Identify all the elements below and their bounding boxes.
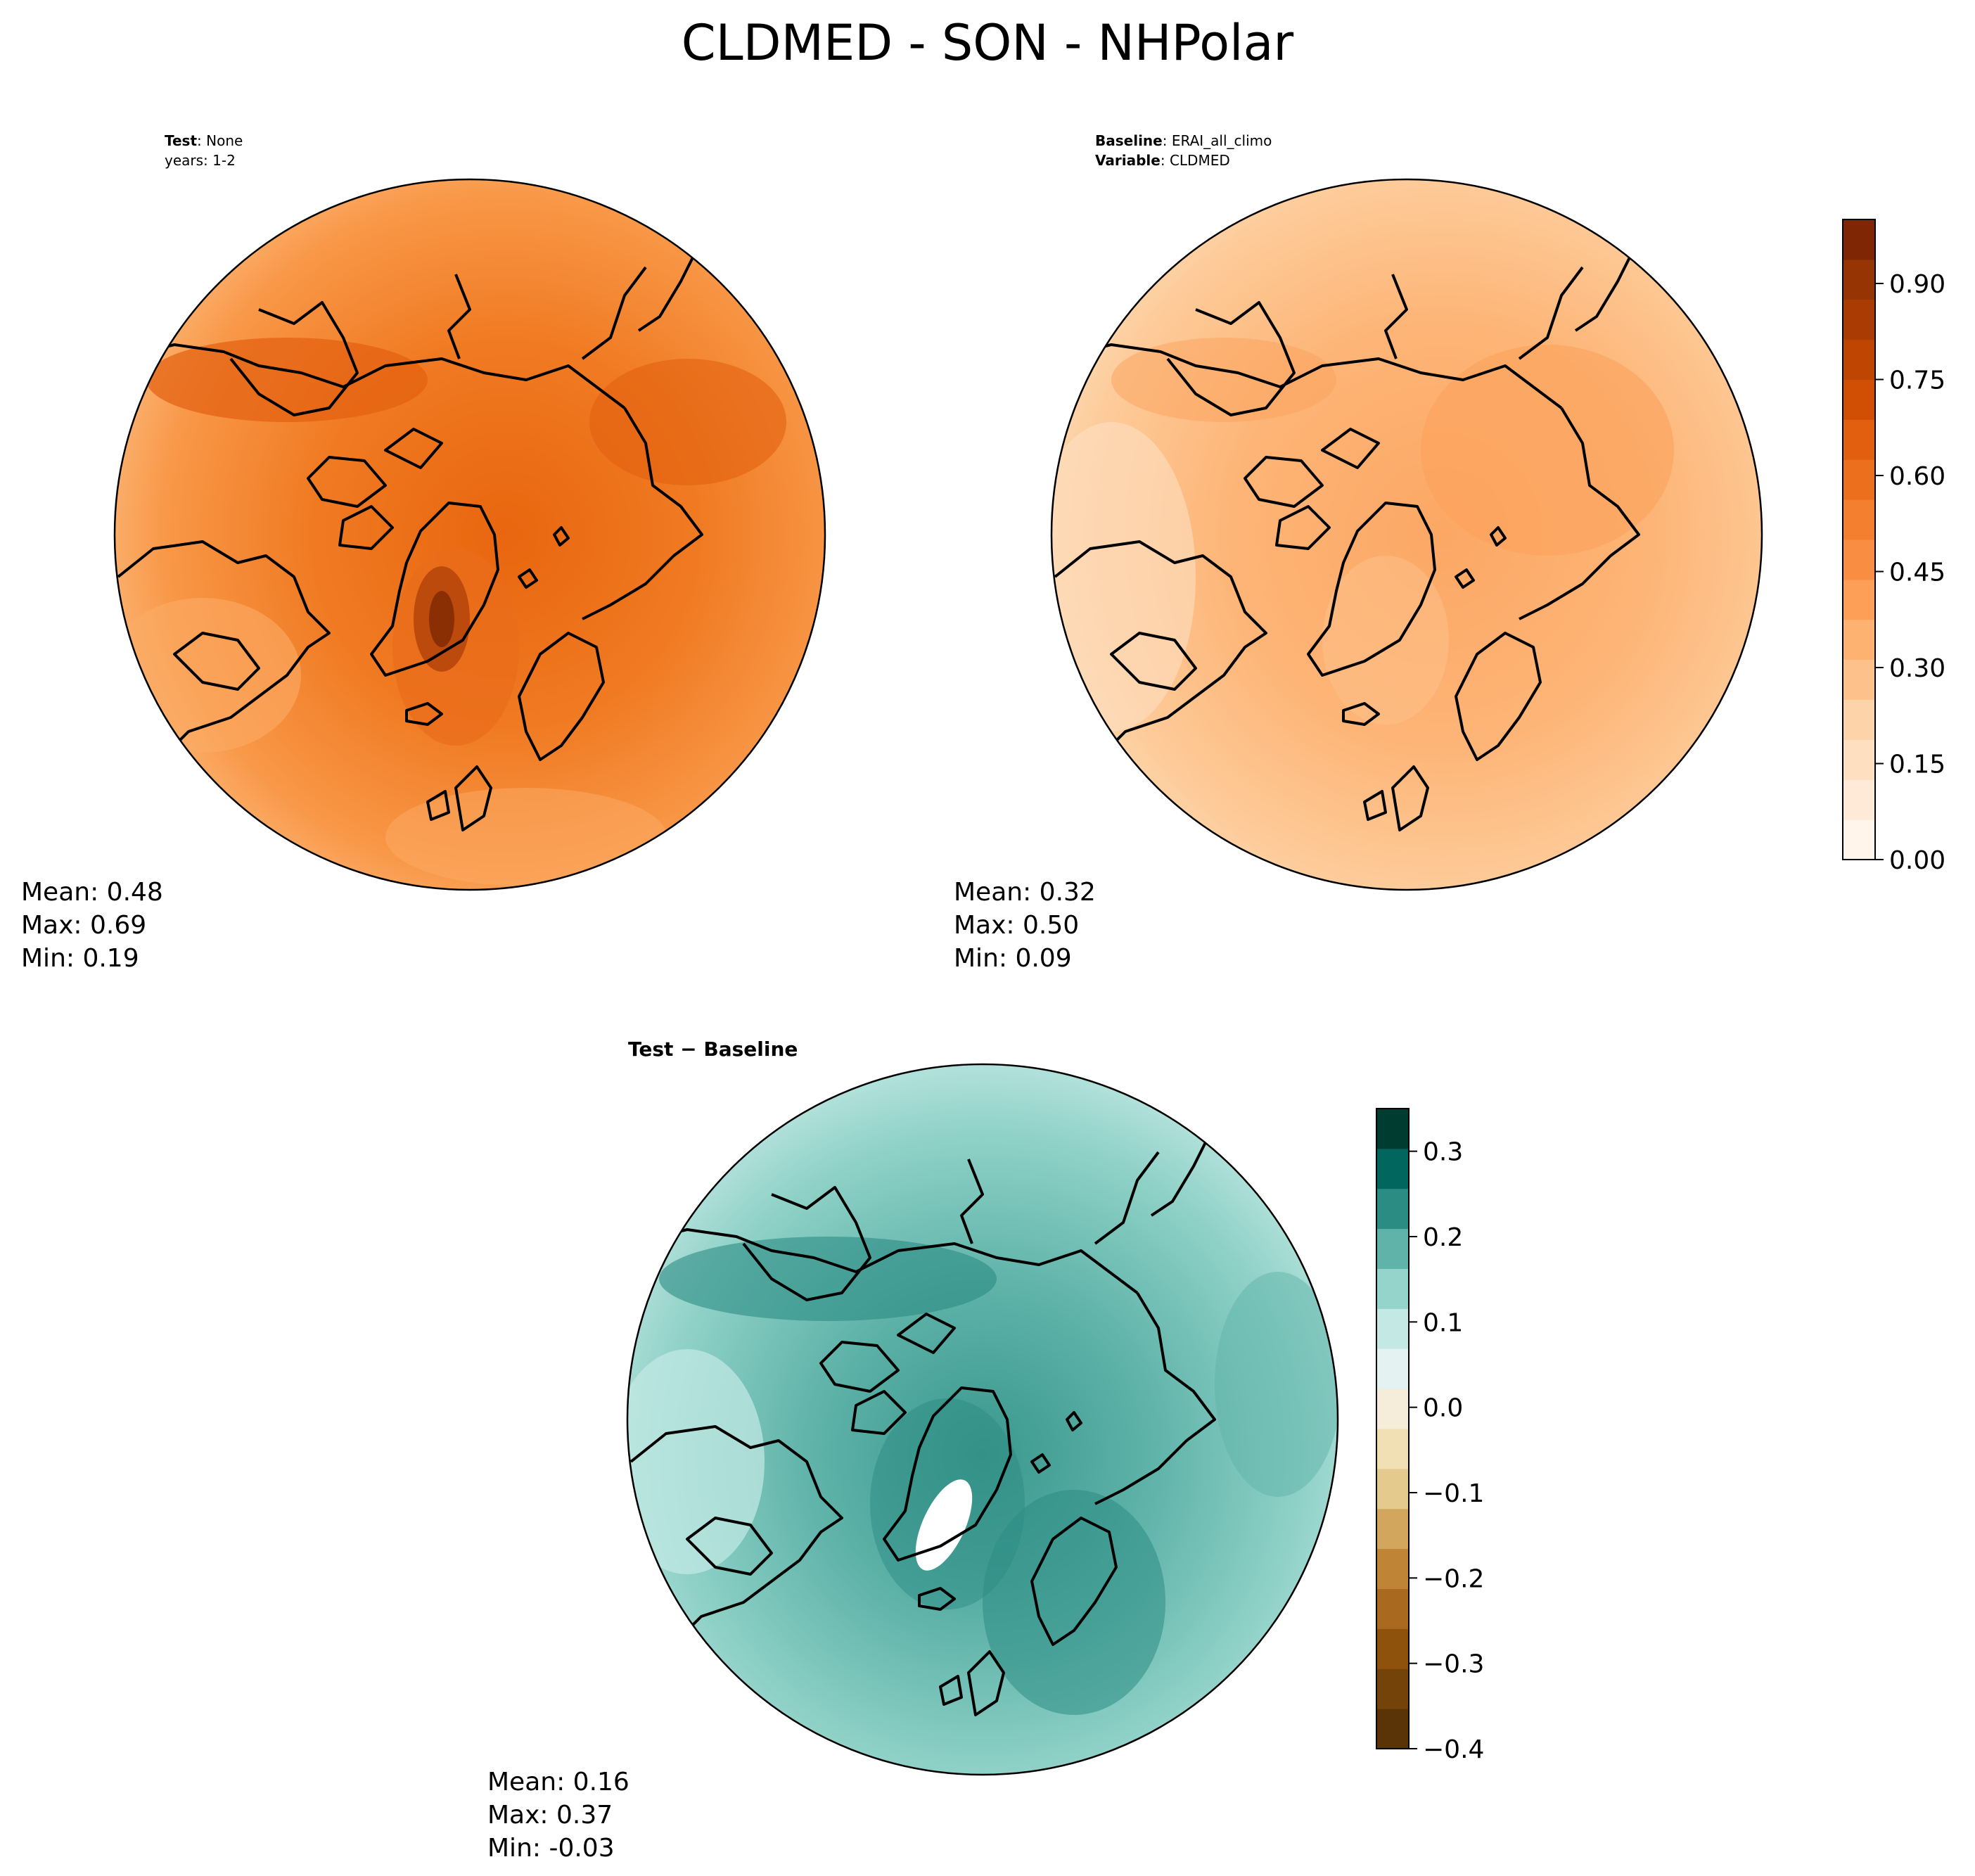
- test-stats: Mean: 0.48 Max: 0.69 Min: 0.19: [21, 876, 163, 975]
- difference-colorbar-band: [1376, 1588, 1409, 1629]
- difference-colorbar-band: [1376, 1468, 1409, 1510]
- baseline-colorbar-band: [1843, 259, 1875, 300]
- difference-colorbar-band: [1376, 1109, 1409, 1149]
- difference-colorbar-band: [1376, 1228, 1409, 1269]
- baseline-colorbar-band: [1843, 459, 1875, 500]
- baseline-mean: Mean: 0.32: [954, 878, 1096, 907]
- baseline-colorbar-tick-label: 0.00: [1889, 846, 1945, 875]
- baseline-colorbar-band: [1843, 499, 1875, 540]
- difference-panel-label: Test − Baseline: [628, 1038, 798, 1061]
- baseline-colorbar-tick-label: 0.60: [1889, 462, 1945, 491]
- difference-max: Max: 0.37: [487, 1801, 613, 1830]
- baseline-label-value: ERAI_all_climo: [1171, 132, 1272, 149]
- baseline-colorbar-tick-label: 0.75: [1889, 366, 1945, 395]
- difference-stats: Mean: 0.16 Max: 0.37 Min: -0.03: [487, 1766, 629, 1865]
- test-field: [115, 179, 825, 890]
- test-map: [113, 178, 826, 891]
- baseline-colorbar-band: [1843, 219, 1875, 260]
- baseline-colorbar-band: [1843, 540, 1875, 580]
- difference-colorbar-band: [1376, 1188, 1409, 1230]
- test-label-value: None: [206, 132, 243, 149]
- baseline-min: Min: 0.09: [954, 944, 1072, 973]
- test-map-border: [113, 178, 826, 891]
- test-label-key: Test: [165, 132, 198, 149]
- baseline-colorbar-band: [1843, 619, 1875, 661]
- test-panel-label: Test: None years: 1-2: [165, 132, 243, 169]
- baseline-colorbar-tick-label: 0.15: [1889, 751, 1945, 779]
- difference-map: [626, 1063, 1339, 1776]
- baseline-colorbar-frame: [1842, 219, 1876, 860]
- difference-min: Min: -0.03: [487, 1834, 615, 1863]
- baseline-colorbar-band: [1843, 339, 1875, 380]
- difference-colorbar-band: [1376, 1709, 1409, 1749]
- difference-colorbar-band: [1376, 1308, 1409, 1349]
- difference-colorbar-tick-label: −0.4: [1423, 1735, 1484, 1764]
- baseline-colorbar-band: [1843, 779, 1875, 820]
- baseline-stats: Mean: 0.32 Max: 0.50 Min: 0.09: [954, 876, 1096, 975]
- baseline-colorbar-band: [1843, 419, 1875, 460]
- test-max: Max: 0.69: [21, 911, 147, 940]
- difference-colorbar-band: [1376, 1389, 1409, 1429]
- test-min: Min: 0.19: [21, 944, 139, 973]
- difference-colorbar-band: [1376, 1348, 1409, 1389]
- baseline-colorbar-band: [1843, 379, 1875, 420]
- difference-mean: Mean: 0.16: [487, 1768, 629, 1797]
- baseline-map: [1050, 178, 1763, 891]
- difference-colorbar-tick-label: −0.3: [1423, 1650, 1484, 1679]
- baseline-colorbar-tick-label: 0.30: [1889, 654, 1945, 683]
- baseline-colorbar-band: [1843, 819, 1875, 860]
- page-title: CLDMED - SON - NHPolar: [681, 14, 1294, 72]
- difference-colorbar-tick-label: 0.0: [1423, 1394, 1463, 1423]
- difference-colorbar-tick-label: −0.2: [1423, 1564, 1484, 1593]
- difference-colorbar-tick-label: 0.3: [1423, 1138, 1463, 1167]
- baseline-label-key: Baseline: [1095, 132, 1163, 149]
- baseline-map-border: [1050, 178, 1763, 891]
- test-mean: Mean: 0.48: [21, 878, 163, 907]
- difference-colorbar-frame: [1376, 1108, 1410, 1749]
- baseline-panel-label: Baseline: ERAI_all_climo Variable: CLDME…: [1095, 132, 1272, 169]
- difference-colorbar: −0.4 −0.3 −0.2 −0.1 0.0 0.1 0.2 0.3: [1376, 1108, 1484, 1764]
- difference-colorbar-band: [1376, 1628, 1409, 1669]
- baseline-colorbar-tick-label: 0.90: [1889, 270, 1945, 299]
- baseline-max: Max: 0.50: [954, 911, 1080, 940]
- baseline-colorbar-tick-label: 0.45: [1889, 559, 1945, 587]
- difference-map-border: [626, 1063, 1339, 1776]
- difference-colorbar-tick-label: 0.1: [1423, 1308, 1463, 1337]
- baseline-colorbar-band: [1843, 739, 1875, 780]
- difference-colorbar-band: [1376, 1429, 1409, 1469]
- baseline-colorbar: 0.00 0.15 0.30 0.45 0.60 0.75 0.90: [1842, 219, 1945, 875]
- baseline-colorbar-band: [1843, 579, 1875, 620]
- difference-colorbar-band: [1376, 1548, 1409, 1589]
- difference-colorbar-band: [1376, 1268, 1409, 1309]
- variable-label-key: Variable: [1095, 152, 1161, 169]
- variable-label-value: CLDMED: [1169, 152, 1230, 169]
- baseline-colorbar-band: [1843, 299, 1875, 340]
- difference-colorbar-tick-label: 0.2: [1423, 1223, 1463, 1252]
- difference-colorbar-band: [1376, 1148, 1409, 1189]
- difference-colorbar-band: [1376, 1508, 1409, 1550]
- test-years-label: years: 1-2: [165, 152, 236, 169]
- baseline-colorbar-band: [1843, 699, 1875, 740]
- difference-colorbar-tick-label: −0.1: [1423, 1479, 1484, 1508]
- baseline-colorbar-band: [1843, 659, 1875, 700]
- difference-colorbar-band: [1376, 1668, 1409, 1709]
